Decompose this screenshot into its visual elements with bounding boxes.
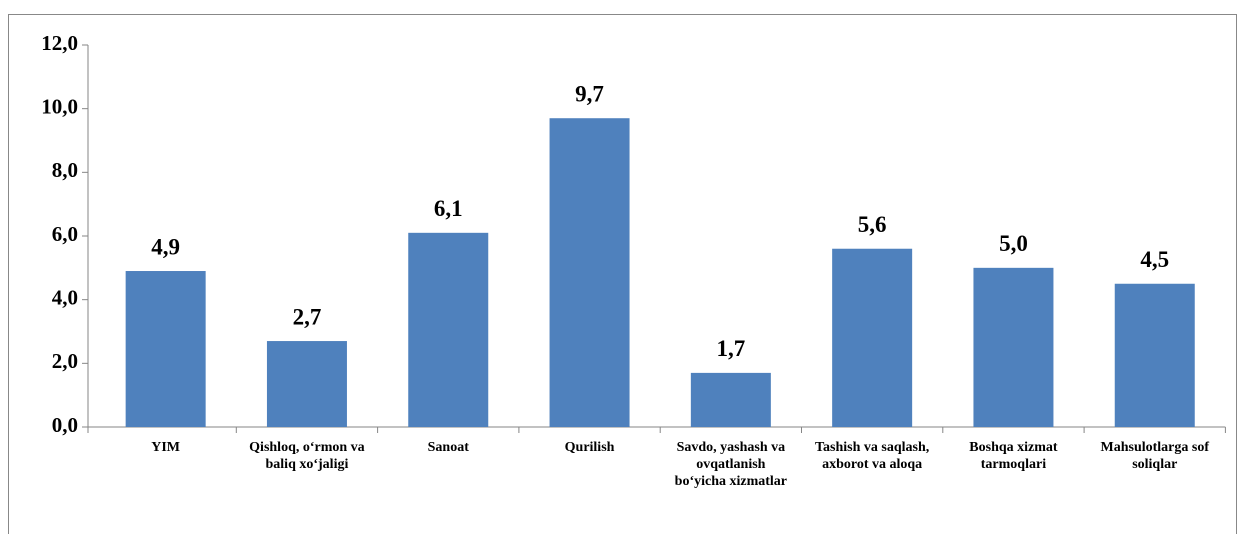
bar (125, 271, 206, 427)
bar (690, 372, 771, 427)
x-tick-label: Savdo, yashash va ovqatlanish bo‘yicha x… (674, 440, 788, 489)
y-tick-label: 12,0 (41, 31, 78, 55)
y-tick-label: 6,0 (52, 222, 78, 246)
y-tick-label: 10,0 (41, 94, 78, 118)
x-tick-label: YIM (151, 440, 181, 455)
data-label: 5,6 (858, 212, 887, 237)
x-tick-label: Boshqa xizmat tarmoqlari (969, 440, 1058, 472)
data-label: 6,1 (434, 196, 463, 221)
bar (1114, 283, 1195, 427)
data-label: 5,0 (999, 231, 1028, 256)
y-tick-label: 4,0 (52, 285, 78, 309)
x-tick-label: Mahsulotlarga sof soliqlar (1100, 440, 1210, 472)
bar (973, 267, 1054, 427)
y-tick-label: 2,0 (52, 349, 78, 373)
bar (408, 232, 489, 427)
x-tick-label: Sanoat (427, 440, 469, 455)
bar (832, 248, 913, 427)
chart-border (8, 14, 1237, 534)
x-tick-label: Tashish va saqlash, axborot va aloqa (815, 440, 930, 472)
bar (266, 341, 347, 427)
data-label: 4,9 (151, 234, 180, 259)
data-label: 1,7 (716, 336, 745, 361)
x-tick-label: Qurilish (564, 440, 615, 455)
y-tick-label: 8,0 (52, 158, 78, 182)
data-label: 4,5 (1140, 247, 1169, 272)
data-label: 2,7 (293, 304, 322, 329)
data-label: 9,7 (575, 81, 604, 106)
x-tick-label: Qishloq, o‘rmon va baliq xo‘jaligi (249, 440, 365, 472)
y-tick-label: 0,0 (52, 413, 78, 437)
bar (549, 118, 630, 427)
